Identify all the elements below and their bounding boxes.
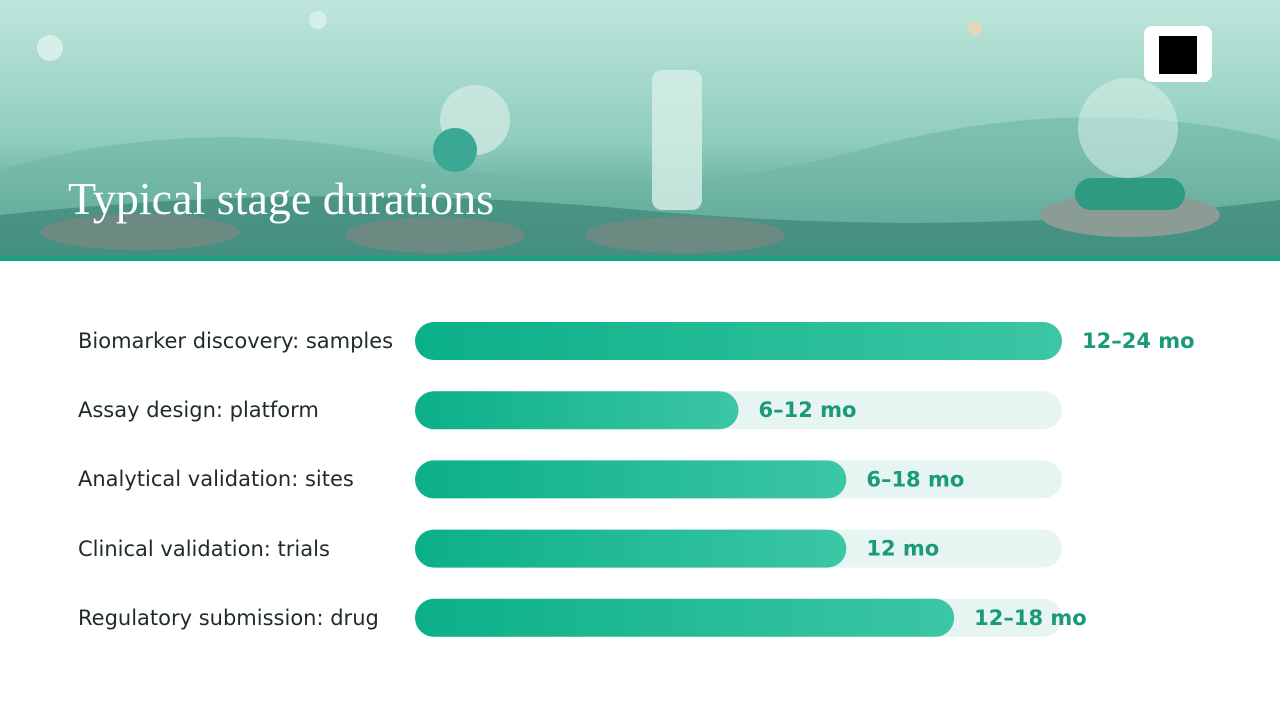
bar	[415, 460, 847, 499]
bar	[415, 529, 847, 568]
category-label: Biomarker discovery: samples	[78, 329, 394, 353]
value-label: 12 mo	[866, 537, 939, 561]
category-label: Analytical validation: sites	[78, 467, 354, 492]
value-label: 6–12 mo	[759, 398, 857, 422]
bar	[415, 391, 739, 430]
value-label: 12–24 mo	[1082, 329, 1195, 353]
category-label: Clinical validation: trials	[78, 536, 330, 561]
header-banner	[0, 0, 1280, 258]
bar	[415, 598, 955, 637]
chart-title: Typical stage durations	[68, 173, 494, 224]
header-stripe	[0, 256, 1280, 261]
value-label: 12–18 mo	[974, 606, 1087, 630]
category-label: Assay design: platform	[78, 398, 319, 423]
category-label: Regulatory submission: drug	[78, 605, 379, 630]
logo	[1144, 26, 1212, 82]
value-label: 6–18 mo	[866, 467, 964, 491]
bar	[415, 322, 1062, 360]
